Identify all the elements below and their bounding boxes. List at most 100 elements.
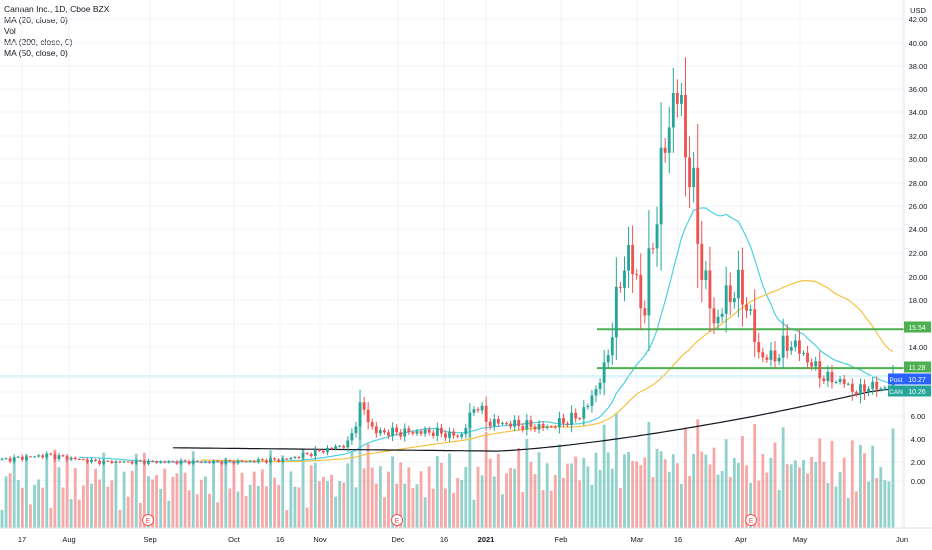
candle-body (419, 431, 423, 434)
candle-body (444, 433, 447, 438)
time-tick-label: May (793, 535, 807, 544)
candle-body (163, 461, 167, 463)
volume-bar (741, 435, 744, 528)
legend-symbol[interactable]: Canaan Inc., 1D, Cboe BZX (4, 4, 110, 14)
volume-bar (875, 478, 879, 528)
volume-bar (688, 476, 691, 528)
volume-bar (118, 509, 122, 528)
volume-bar (330, 474, 333, 528)
volume-bar (427, 466, 431, 528)
candle-body (41, 455, 45, 458)
candle-body (147, 460, 150, 464)
volume-bar (29, 504, 32, 528)
volume-bar (810, 456, 814, 528)
volume-bar (49, 507, 53, 528)
candle-body (342, 445, 346, 448)
candle-body (859, 384, 862, 394)
volume-bar (212, 460, 215, 528)
candle-body (61, 455, 65, 457)
time-tick-label: 16 (276, 535, 284, 544)
volume-bar (594, 452, 598, 528)
candle-body (358, 402, 362, 427)
candle-body (435, 427, 439, 437)
candle-body (313, 449, 317, 457)
candle-body (647, 248, 651, 316)
legend-ma50[interactable]: MA (50, close, 0) (4, 48, 68, 58)
volume-bar (830, 440, 834, 528)
candle-body (175, 461, 179, 464)
volume-bar (16, 479, 20, 528)
volume-bar (102, 452, 106, 528)
candle-body (659, 147, 663, 225)
volume-bar (309, 465, 313, 528)
price-tick-label: 36.00 (909, 85, 928, 94)
volume-bar (342, 482, 346, 528)
volume-bar (468, 424, 472, 528)
candle-body (86, 459, 89, 463)
price-tick-label: 22.00 (909, 249, 928, 258)
volume-bar (126, 496, 130, 528)
volume-bar (602, 424, 606, 528)
volume-bar (667, 471, 671, 528)
volume-bar (338, 481, 342, 528)
volume-bar (854, 491, 858, 528)
candle-body (863, 384, 866, 392)
volume-bar (728, 477, 732, 528)
candle-body (842, 379, 846, 385)
price-tag-value: 10.26 (908, 389, 926, 396)
candle-body (838, 379, 842, 382)
volume-bar (134, 453, 138, 528)
candle-body (269, 458, 272, 463)
time-tick-label: 16 (440, 535, 448, 544)
candle-body (236, 460, 240, 464)
volume-bar (220, 461, 224, 528)
candle-body (562, 417, 565, 424)
volume-bar (12, 458, 16, 528)
volume-bar (228, 488, 232, 528)
volume-bar (769, 457, 773, 528)
volume-bar (838, 472, 842, 528)
volume-bar (256, 485, 260, 528)
volume-bar (484, 432, 488, 528)
volume-bar (448, 453, 451, 528)
legend-ma20[interactable]: MA (20, close, 0) (4, 15, 68, 25)
candle-body (798, 340, 801, 354)
candle-body (639, 274, 643, 309)
volume-bar (545, 463, 549, 528)
legend-ma200[interactable]: MA (200, close, 0) (4, 37, 73, 47)
candle-body (741, 269, 744, 305)
volume-bar (822, 461, 826, 528)
candle-body (854, 391, 858, 394)
volume-bar (297, 487, 301, 528)
volume-bar (301, 448, 305, 528)
volume-bar (0, 510, 4, 528)
volume-bar (456, 478, 460, 528)
candle-body (505, 423, 508, 425)
volume-bar (692, 453, 696, 528)
price-tag-prefix (888, 373, 904, 385)
candle-body (553, 426, 557, 428)
volume-bar (590, 484, 594, 528)
volume-bar (696, 419, 700, 528)
volume-bar (785, 464, 789, 528)
volume-bar (317, 481, 321, 528)
ma50-line (201, 280, 894, 463)
volume-bar (806, 473, 809, 528)
volume-bar (273, 477, 277, 528)
legend-vol[interactable]: Vol (4, 26, 16, 36)
candle-body (195, 460, 199, 462)
candle-body (618, 286, 622, 288)
candle-body (598, 382, 602, 389)
candle-body (378, 430, 382, 434)
volume-bar (606, 452, 610, 528)
candle-body (167, 461, 171, 463)
candle-body (496, 419, 500, 424)
candle-body (704, 270, 708, 281)
earnings-marker: E (142, 514, 154, 526)
price-tick-label: 32.00 (909, 132, 928, 141)
volume-bar (395, 483, 399, 528)
candle-body (391, 427, 394, 436)
volume-bar (655, 448, 659, 528)
candle-body (651, 248, 655, 250)
